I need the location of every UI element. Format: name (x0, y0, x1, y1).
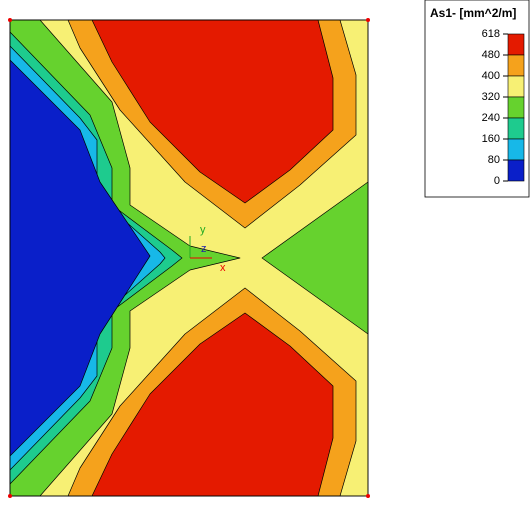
legend-tick-label: 160 (482, 133, 500, 145)
axis-label: z (201, 243, 207, 255)
legend-swatch (507, 159, 525, 182)
legend-tick-label: 80 (488, 154, 500, 166)
legend: As1- [mm^2/m] 618 480 400 320 240 160 80 0 (424, 0, 530, 198)
legend-swatch (507, 54, 525, 77)
legend-tick-label: 618 (482, 28, 500, 40)
plate-edge (9, 19, 369, 497)
axis-icon: y z x (189, 224, 226, 274)
axis-label: y (200, 224, 206, 236)
legend-title: As1- [mm^2/m] (430, 6, 516, 20)
legend-swatch (507, 75, 525, 98)
legend-tick-label: 400 (482, 70, 500, 82)
region (91, 312, 334, 497)
legend-swatch (507, 96, 525, 119)
legend-tick-label: 320 (482, 91, 500, 103)
legend-tick-label: 240 (482, 112, 500, 124)
contour-plot: y z x (8, 18, 370, 498)
legend-swatch (507, 117, 525, 140)
region (9, 59, 151, 457)
legend-tick-label: 0 (494, 175, 500, 187)
corner-nodes (8, 18, 370, 498)
legend-swatch (507, 33, 525, 56)
axis-label: x (220, 262, 226, 274)
legend-swatch (507, 138, 525, 161)
legend-tick-label: 480 (482, 49, 500, 61)
region (91, 19, 334, 204)
